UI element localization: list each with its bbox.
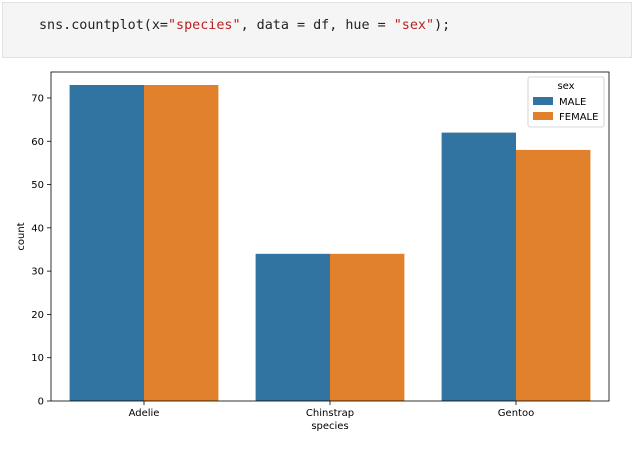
y-tick-label: 40 (31, 223, 44, 234)
x-tick-label: Gentoo (498, 408, 534, 419)
bar-female-adelie (144, 84, 219, 402)
code-token: ); (434, 18, 451, 33)
code-line: sns.countplot(x="species", data = df, hu… (39, 18, 450, 33)
x-tick-label: Adelie (129, 408, 160, 419)
y-tick-label: 20 (31, 310, 44, 321)
legend-swatch-female (533, 112, 553, 120)
x-tick-label: Chinstrap (306, 408, 354, 419)
bar-male-chinstrap (255, 253, 330, 401)
y-tick-label: 70 (31, 93, 44, 104)
countplot-chart: 0 10 20 30 40 50 60 70 Adelie Chinstrap Gentoo spec… (0, 66, 634, 447)
bar-male-adelie (69, 84, 144, 402)
y-tick-label: 30 (31, 267, 44, 278)
code-token: , data = df, hue = (240, 18, 394, 33)
legend-swatch-male (533, 97, 553, 105)
code-cell[interactable]: sns.countplot(x="species", data = df, hu… (2, 2, 632, 58)
legend-label-female: FEMALE (559, 112, 598, 123)
legend-label-male: MALE (559, 97, 586, 108)
bar-female-gentoo (516, 149, 591, 401)
legend-title: sex (557, 81, 574, 92)
y-tick-label: 60 (31, 137, 44, 148)
y-tick-label: 10 (31, 353, 44, 364)
y-tick-label: 0 (38, 397, 44, 408)
code-string-token: "sex" (393, 18, 435, 33)
y-axis-label: count (16, 222, 27, 250)
y-tick-label: 50 (31, 180, 44, 191)
bar-female-chinstrap (330, 253, 405, 401)
code-string-token: "species" (168, 18, 241, 33)
code-token: sns.countplot(x= (39, 18, 168, 33)
x-axis-label: species (311, 421, 348, 432)
bar-male-gentoo (441, 132, 516, 402)
chart-svg: 0 10 20 30 40 50 60 70 Adelie Chinstrap Gentoo spec… (16, 71, 610, 432)
